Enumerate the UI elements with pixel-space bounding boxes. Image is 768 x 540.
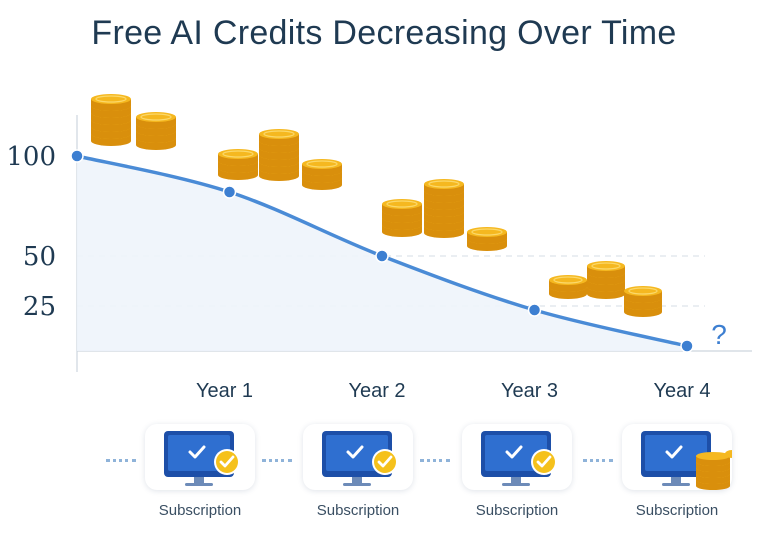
x-tick-label: Year 2 [348,380,405,402]
x-tick-label: Year 3 [501,380,558,402]
area-fill [77,156,687,351]
connector-dots [106,459,136,462]
coin-stack-icon [259,129,299,181]
data-point [680,339,694,353]
coin-stack-icon [549,275,587,299]
coin-stack-icon [467,227,507,251]
monitor-check-icon [322,431,398,486]
subscription-card [462,424,572,490]
coin-stack-icon [424,179,464,238]
x-tick-label: Year 4 [653,380,710,402]
coin-stack-icon [587,261,625,299]
connector-dots [420,459,450,462]
subscription-label: Subscription [475,502,559,519]
coin-stack-icon [302,159,342,190]
coin-stacks [91,94,662,317]
coin-stack-icon [624,286,662,317]
subscription-card [145,424,255,490]
y-tick-label: 50 [23,242,56,272]
data-point [527,303,542,317]
data-point [70,149,84,163]
monitor-check-icon [164,431,240,486]
coin-stack-icon [218,149,258,180]
coin-stack-icon [382,199,422,237]
data-point [222,185,237,199]
coin-stack-icon [136,112,176,150]
data-point [375,249,389,263]
x-tick-label: Year 1 [196,380,253,402]
y-tick-label: 100 [6,142,56,172]
subscription-card [622,424,739,490]
subscription-card [303,424,413,490]
annotation: ? [711,319,727,350]
coin-stack-icon [91,94,131,146]
subscription-label: Subscription [635,502,719,519]
subscription-label: Subscription [158,502,242,519]
connector-dots [262,459,292,462]
subscription-label: Subscription [316,502,400,519]
y-tick-label: 25 [23,292,56,322]
connector-dots [583,459,613,462]
monitor-coins-icon [641,431,739,490]
chart-title: Free AI Credits Decreasing Over Time [91,14,677,52]
monitor-check-icon [481,431,557,486]
